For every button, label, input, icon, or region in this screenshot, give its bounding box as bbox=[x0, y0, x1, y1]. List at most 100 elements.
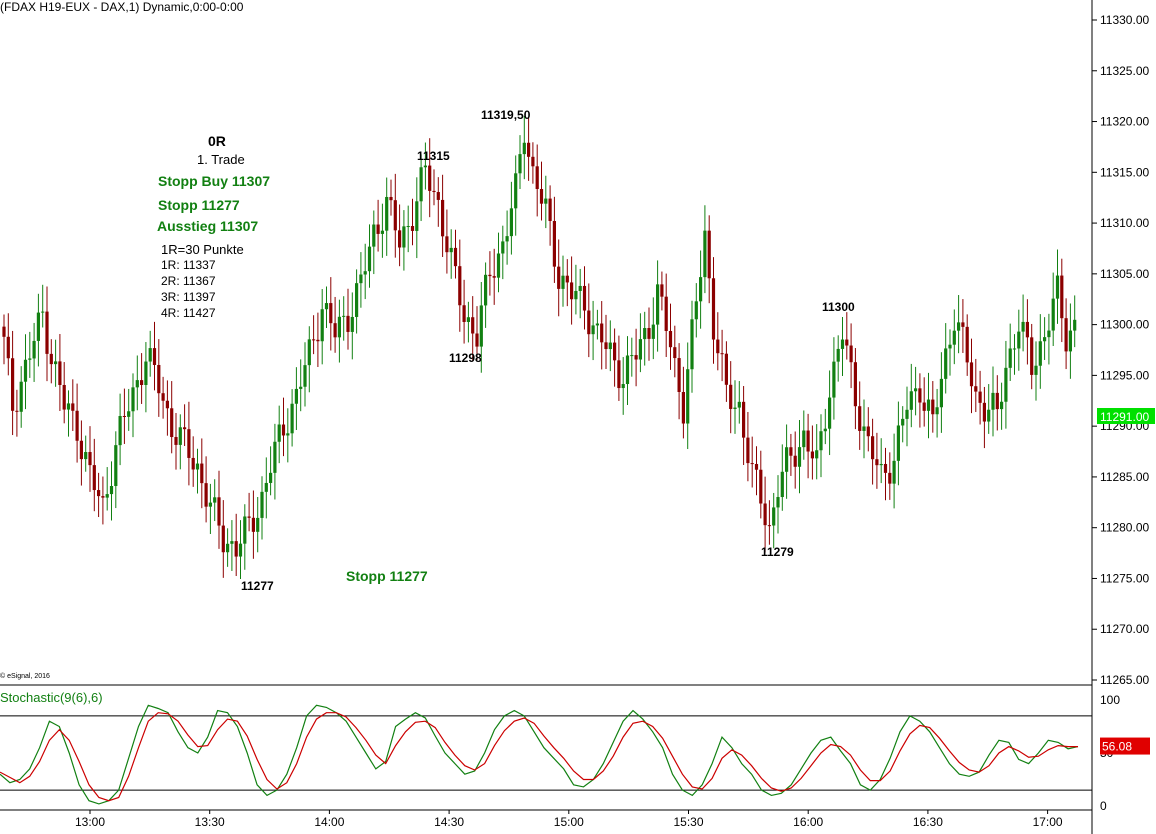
candle-body bbox=[88, 452, 92, 466]
annotation-1r: 1R: 11337 bbox=[161, 258, 216, 272]
candle-body bbox=[62, 384, 66, 410]
candle-body bbox=[982, 402, 986, 422]
candle-body bbox=[436, 192, 440, 200]
candle-body bbox=[845, 339, 849, 346]
candle-body bbox=[909, 391, 913, 410]
candle-body bbox=[23, 359, 28, 382]
candle-body bbox=[1004, 367, 1008, 402]
candle-body bbox=[883, 463, 888, 473]
candle-body bbox=[346, 315, 350, 332]
annotation-low-11279: 11279 bbox=[761, 545, 794, 559]
candle-body bbox=[690, 319, 694, 370]
candle-body bbox=[221, 525, 225, 553]
candle-body bbox=[759, 469, 763, 504]
candle-body bbox=[823, 428, 827, 432]
candle-body bbox=[75, 410, 79, 441]
candle-body bbox=[574, 290, 578, 300]
candle-body bbox=[385, 196, 389, 231]
candle-body bbox=[195, 463, 200, 470]
candle-body bbox=[1008, 348, 1012, 368]
price-tick-label: 11315.00 bbox=[1100, 165, 1149, 179]
chart-title: (FDAX H19-EUX - DAX,1) Dynamic,0:00-0:00 bbox=[0, 0, 244, 14]
candle-body bbox=[157, 364, 161, 394]
annotation-ausstieg: Ausstieg 11307 bbox=[157, 218, 259, 234]
candle-body bbox=[423, 165, 427, 168]
candle-body bbox=[58, 361, 62, 385]
candle-body bbox=[638, 339, 642, 360]
candle-body bbox=[71, 403, 75, 411]
candle-body bbox=[273, 441, 277, 473]
candle-body bbox=[247, 516, 251, 518]
candle-body bbox=[802, 430, 806, 448]
candle-body bbox=[699, 277, 703, 302]
candle-body bbox=[350, 316, 354, 332]
annotation-stopp-low: Stopp 11277 bbox=[346, 568, 428, 584]
candle-body bbox=[643, 328, 647, 340]
candle-body bbox=[952, 330, 956, 345]
candle-body bbox=[724, 353, 728, 385]
candle-body bbox=[879, 463, 883, 466]
candle-body bbox=[1012, 348, 1017, 350]
price-tick-label: 11305.00 bbox=[1100, 267, 1149, 281]
candle-body bbox=[127, 411, 131, 417]
candle-body bbox=[1025, 321, 1029, 338]
candle-body bbox=[548, 198, 552, 221]
candle-body bbox=[303, 365, 307, 387]
candle-body bbox=[337, 316, 341, 338]
candle-body bbox=[729, 384, 733, 409]
candle-body bbox=[479, 305, 483, 347]
annotation-high-11315: 11315 bbox=[417, 149, 450, 163]
candle-body bbox=[978, 391, 982, 403]
candle-body bbox=[1055, 275, 1060, 299]
candle-body bbox=[329, 303, 333, 324]
candle-body bbox=[178, 427, 182, 445]
candle-body bbox=[514, 173, 518, 209]
candle-body bbox=[862, 426, 866, 431]
candle-body bbox=[995, 392, 999, 410]
candle-body bbox=[630, 355, 634, 357]
candle-body bbox=[131, 387, 135, 412]
candle-body bbox=[664, 296, 668, 331]
candle-body bbox=[230, 541, 234, 544]
candle-body bbox=[875, 459, 879, 466]
price-tick-label: 11270.00 bbox=[1100, 622, 1149, 636]
candle-body bbox=[711, 278, 716, 340]
candle-body bbox=[832, 361, 836, 398]
candle-body bbox=[1021, 321, 1025, 332]
candle-body bbox=[419, 167, 423, 202]
time-tick-label: 15:00 bbox=[554, 815, 584, 829]
candle-body bbox=[651, 324, 655, 339]
copyright-text: © eSignal, 2016 bbox=[0, 673, 50, 680]
candle-body bbox=[969, 362, 974, 387]
candle-body bbox=[797, 447, 802, 467]
candle-body bbox=[415, 201, 419, 231]
candle-body bbox=[806, 430, 810, 452]
candle-body bbox=[660, 284, 664, 297]
candle-body bbox=[677, 358, 681, 392]
price-tick-label: 11285.00 bbox=[1100, 470, 1149, 484]
candle-body bbox=[484, 274, 488, 306]
candle-body bbox=[367, 246, 372, 272]
candle-body bbox=[2, 326, 6, 337]
candle-body bbox=[496, 253, 501, 278]
candle-body bbox=[539, 189, 544, 204]
candle-body bbox=[742, 401, 746, 438]
candle-body bbox=[66, 403, 71, 410]
annotation-2r: 2R: 11367 bbox=[161, 274, 216, 288]
candle-body bbox=[161, 393, 165, 401]
candle-body bbox=[552, 220, 556, 267]
candle-body bbox=[544, 198, 548, 204]
candle-body bbox=[527, 142, 531, 157]
candle-body bbox=[269, 472, 273, 483]
candle-body bbox=[772, 507, 776, 526]
candle-body bbox=[595, 323, 599, 326]
time-tick-label: 14:00 bbox=[314, 815, 344, 829]
candle-body bbox=[432, 190, 436, 193]
candle-body bbox=[625, 355, 630, 385]
candle-body bbox=[509, 208, 513, 237]
price-tick-label: 11330.00 bbox=[1100, 13, 1149, 27]
candle-body bbox=[767, 525, 771, 527]
candle-body bbox=[11, 358, 15, 411]
candle-body bbox=[518, 154, 522, 174]
candle-body bbox=[333, 323, 337, 338]
